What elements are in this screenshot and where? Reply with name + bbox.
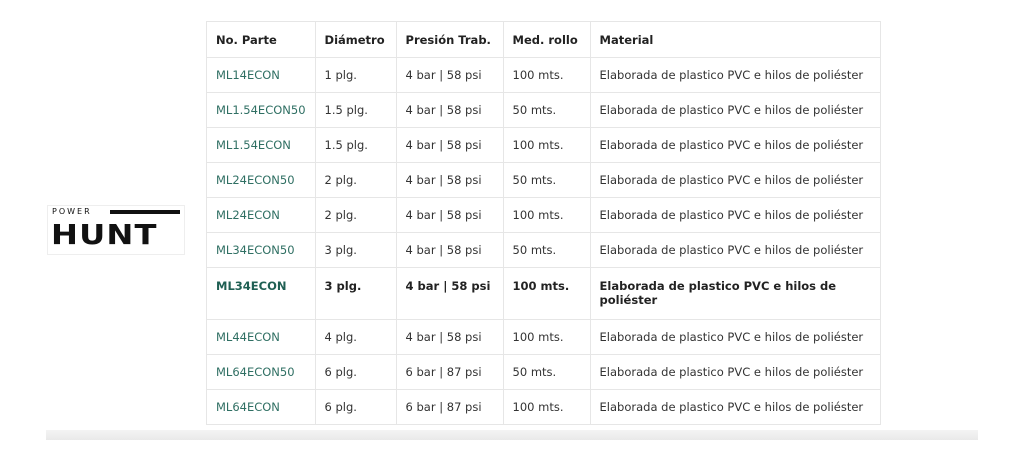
- cell-roll: 100 mts.: [502, 267, 591, 320]
- cell-material: Elaborada de plastico PVC e hilos de pol…: [589, 319, 881, 355]
- cell-roll: 100 mts.: [502, 389, 591, 425]
- cell-diameter: 1.5 plg.: [314, 92, 397, 128]
- table-row: ML34ECON 3 plg. 4 bar | 58 psi 100 mts. Elab…: [206, 267, 881, 320]
- page-bottom-shadow: [46, 430, 978, 440]
- cell-material: Elaborada de plastico PVC e hilos de pol…: [589, 354, 881, 390]
- cell-diameter: 1.5 plg.: [314, 127, 397, 163]
- header-roll: Med. rollo: [502, 21, 591, 58]
- cell-pressure: 4 bar | 58 psi: [395, 57, 504, 93]
- cell-material: Elaborada de plastico PVC e hilos de pol…: [589, 389, 881, 425]
- cell-material: Elaborada de plastico PVC e hilos de pol…: [589, 267, 881, 320]
- header-diameter: Diámetro: [314, 21, 397, 58]
- table-row: ML34ECON50 3 plg. 4 bar | 58 psi 50 mts. Ela…: [206, 232, 881, 268]
- cell-part[interactable]: ML34ECON: [206, 267, 316, 320]
- header-material: Material: [589, 21, 881, 58]
- cell-part[interactable]: ML44ECON: [206, 319, 316, 355]
- table-header-row: No. Parte Diámetro Presión Trab. Med. ro…: [206, 21, 881, 58]
- cell-pressure: 4 bar | 58 psi: [395, 92, 504, 128]
- logo-bar: [110, 210, 180, 214]
- table-row: ML64ECON50 6 plg. 6 bar | 87 psi 50 mts. Ela…: [206, 354, 881, 390]
- cell-material: Elaborada de plastico PVC e hilos de pol…: [589, 127, 881, 163]
- table-row: ML24ECON 2 plg. 4 bar | 58 psi 100 mts. Elab…: [206, 197, 881, 233]
- cell-part[interactable]: ML24ECON: [206, 197, 316, 233]
- cell-material: Elaborada de plastico PVC e hilos de pol…: [589, 57, 881, 93]
- cell-diameter: 4 plg.: [314, 319, 397, 355]
- cell-diameter: 6 plg.: [314, 389, 397, 425]
- cell-pressure: 6 bar | 87 psi: [395, 389, 504, 425]
- table-row: ML1.54ECON 1.5 plg. 4 bar | 58 psi 100 mts.…: [206, 127, 881, 163]
- cell-roll: 50 mts.: [502, 354, 591, 390]
- cell-part[interactable]: ML34ECON50: [206, 232, 316, 268]
- table-row: ML64ECON 6 plg. 6 bar | 87 psi 100 mts. Elab…: [206, 389, 881, 425]
- cell-roll: 50 mts.: [502, 162, 591, 198]
- cell-pressure: 4 bar | 58 psi: [395, 197, 504, 233]
- cell-pressure: 4 bar | 58 psi: [395, 127, 504, 163]
- table-row: ML44ECON 4 plg. 4 bar | 58 psi 100 mts. Elab…: [206, 319, 881, 355]
- cell-part[interactable]: ML14ECON: [206, 57, 316, 93]
- cell-diameter: 2 plg.: [314, 197, 397, 233]
- header-part: No. Parte: [206, 21, 316, 58]
- cell-material: Elaborada de plastico PVC e hilos de pol…: [589, 92, 881, 128]
- cell-diameter: 1 plg.: [314, 57, 397, 93]
- cell-part[interactable]: ML64ECON: [206, 389, 316, 425]
- cell-pressure: 4 bar | 58 psi: [395, 267, 504, 320]
- table-row: ML1.54ECON50 1.5 plg. 4 bar | 58 psi 50 mts…: [206, 92, 881, 128]
- cell-diameter: 2 plg.: [314, 162, 397, 198]
- cell-roll: 50 mts.: [502, 232, 591, 268]
- cell-roll: 100 mts.: [502, 319, 591, 355]
- power-hunt-logo: POWER HUNT: [47, 205, 185, 255]
- cell-diameter: 3 plg.: [314, 232, 397, 268]
- cell-pressure: 6 bar | 87 psi: [395, 354, 504, 390]
- cell-roll: 50 mts.: [502, 92, 591, 128]
- cell-material: Elaborada de plastico PVC e hilos de pol…: [589, 162, 881, 198]
- logo-main-text: HUNT: [51, 218, 158, 251]
- cell-part[interactable]: ML1.54ECON: [206, 127, 316, 163]
- header-pressure: Presión Trab.: [395, 21, 504, 58]
- logo-top-text: POWER: [52, 207, 92, 216]
- cell-part[interactable]: ML1.54ECON50: [206, 92, 316, 128]
- cell-pressure: 4 bar | 58 psi: [395, 232, 504, 268]
- cell-pressure: 4 bar | 58 psi: [395, 162, 504, 198]
- cell-roll: 100 mts.: [502, 57, 591, 93]
- cell-part[interactable]: ML24ECON50: [206, 162, 316, 198]
- table-row: ML14ECON 1 plg. 4 bar | 58 psi 100 mts. Elab…: [206, 57, 881, 93]
- cell-material: Elaborada de plastico PVC e hilos de pol…: [589, 232, 881, 268]
- cell-pressure: 4 bar | 58 psi: [395, 319, 504, 355]
- cell-part[interactable]: ML64ECON50: [206, 354, 316, 390]
- cell-diameter: 3 plg.: [314, 267, 397, 320]
- product-table: No. Parte Diámetro Presión Trab. Med. ro…: [206, 21, 881, 425]
- cell-roll: 100 mts.: [502, 197, 591, 233]
- cell-diameter: 6 plg.: [314, 354, 397, 390]
- table-row: ML24ECON50 2 plg. 4 bar | 58 psi 50 mts. Ela…: [206, 162, 881, 198]
- cell-roll: 100 mts.: [502, 127, 591, 163]
- cell-material: Elaborada de plastico PVC e hilos de pol…: [589, 197, 881, 233]
